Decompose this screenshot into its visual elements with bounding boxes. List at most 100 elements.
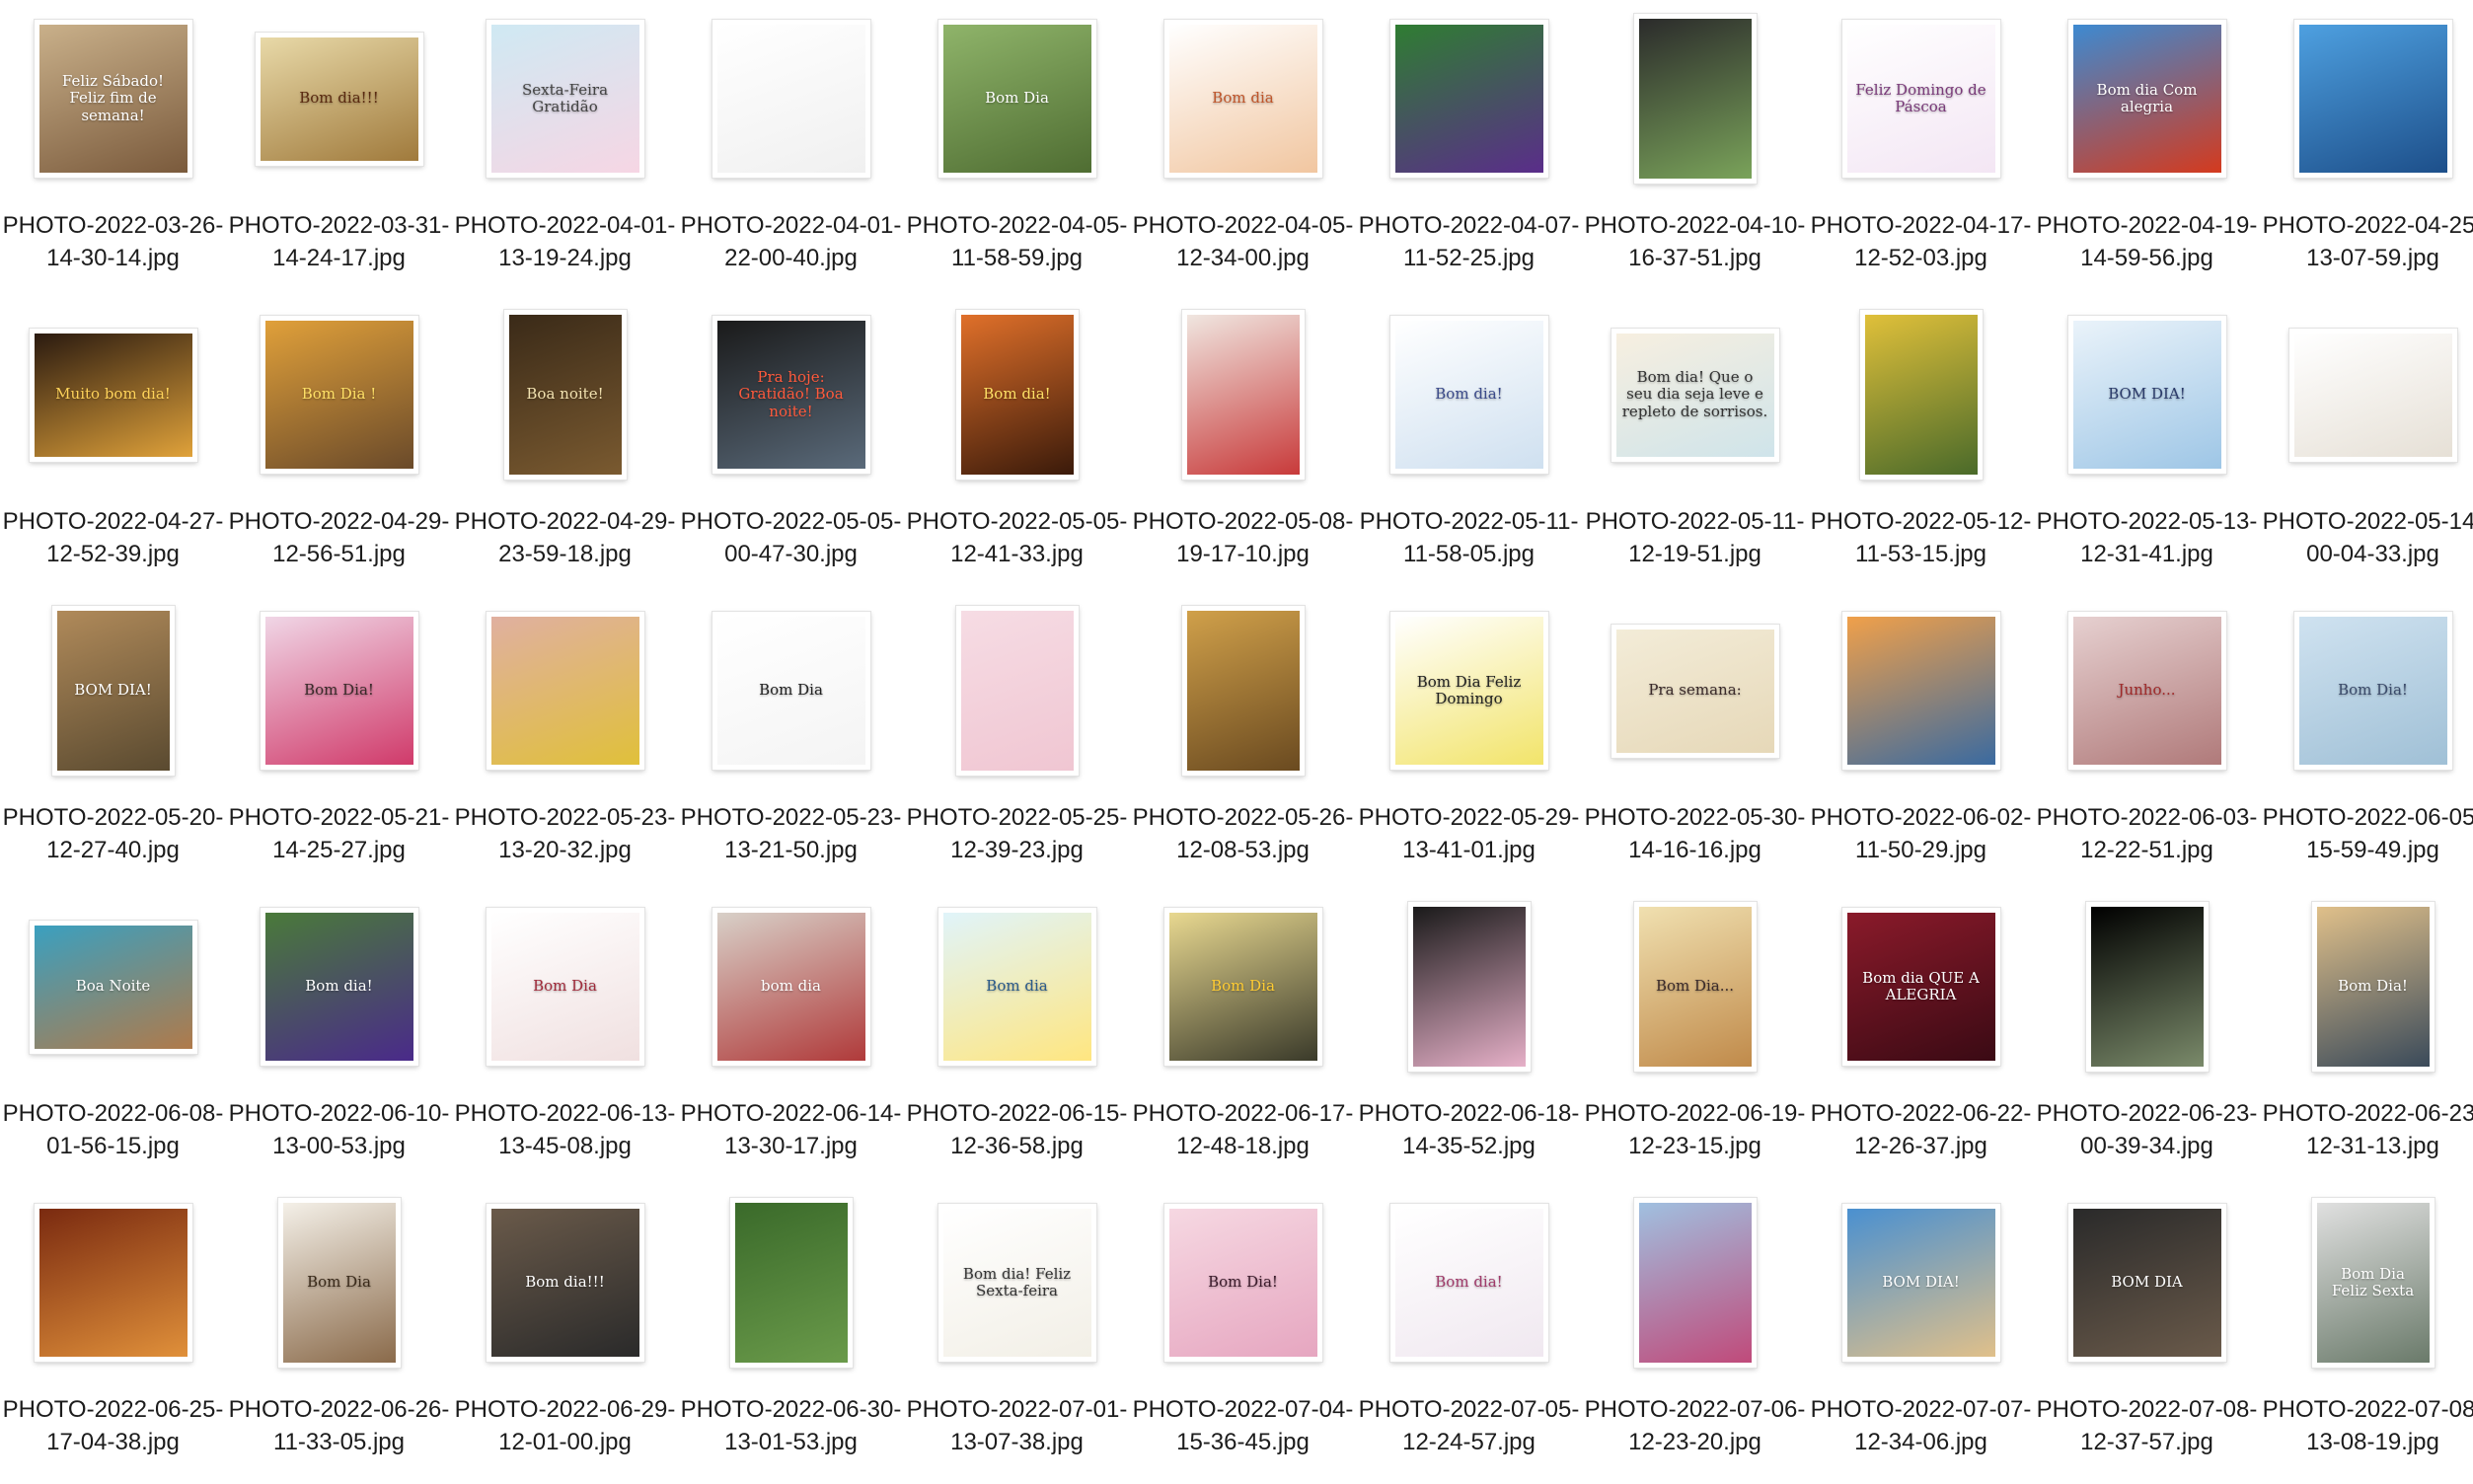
image-thumbnail[interactable]: [1859, 310, 1983, 480]
image-thumbnail[interactable]: Bom Dia!: [260, 612, 418, 770]
file-item[interactable]: Bom dia!!! PHOTO-2022-03-31-14-24-17.jpg: [226, 0, 452, 296]
image-thumbnail[interactable]: Bom Dia...: [1633, 902, 1757, 1072]
file-item[interactable]: Bom Dia PHOTO-2022-04-05-11-58-59.jpg: [904, 0, 1130, 296]
file-item[interactable]: Bom dia!!! PHOTO-2022-06-29-12-01-00.jpg: [452, 1184, 678, 1480]
file-item[interactable]: Bom Dia! PHOTO-2022-06-05-15-59-49.jpg: [2260, 592, 2473, 888]
image-thumbnail[interactable]: Boa Noite: [29, 920, 197, 1054]
file-item[interactable]: PHOTO-2022-06-23-00-39-34.jpg: [2034, 888, 2260, 1184]
file-item[interactable]: PHOTO-2022-05-23-13-20-32.jpg: [452, 592, 678, 888]
image-thumbnail[interactable]: Pra hoje: Gratidão! Boa noite!: [712, 316, 870, 474]
file-item[interactable]: PHOTO-2022-06-25-17-04-38.jpg: [0, 1184, 226, 1480]
file-item[interactable]: Bom dia! PHOTO-2022-05-11-11-58-05.jpg: [1356, 296, 1582, 592]
file-item[interactable]: PHOTO-2022-04-10-16-37-51.jpg: [1582, 0, 1808, 296]
image-thumbnail[interactable]: BOM DIA: [2067, 1204, 2226, 1362]
image-thumbnail[interactable]: BOM DIA!: [2067, 316, 2226, 474]
image-thumbnail[interactable]: Boa noite!: [503, 310, 627, 480]
image-thumbnail[interactable]: Bom dia Com alegria: [2067, 20, 2226, 178]
file-item[interactable]: Bom dia! PHOTO-2022-06-10-13-00-53.jpg: [226, 888, 452, 1184]
image-thumbnail[interactable]: Bom Dia: [277, 1198, 401, 1368]
image-thumbnail[interactable]: Bom Dia Feliz Sexta: [2311, 1198, 2435, 1368]
image-thumbnail[interactable]: [2085, 902, 2209, 1072]
file-item[interactable]: Bom dia QUE A ALEGRIA PHOTO-2022-06-22-12…: [1808, 888, 2034, 1184]
image-thumbnail[interactable]: [1841, 612, 2000, 770]
image-thumbnail[interactable]: Bom Dia Feliz Domingo: [1389, 612, 1548, 770]
file-item[interactable]: BOM DIA! PHOTO-2022-05-20-12-27-40.jpg: [0, 592, 226, 888]
file-item[interactable]: PHOTO-2022-04-01-22-00-40.jpg: [678, 0, 904, 296]
image-thumbnail[interactable]: [1633, 1198, 1757, 1368]
image-thumbnail[interactable]: Bom dia!!!: [486, 1204, 644, 1362]
image-thumbnail[interactable]: [729, 1198, 853, 1368]
file-item[interactable]: Bom Dia Feliz Sexta PHOTO-2022-07-08-13-0…: [2260, 1184, 2473, 1480]
file-item[interactable]: Bom Dia ! PHOTO-2022-04-29-12-56-51.jpg: [226, 296, 452, 592]
image-thumbnail[interactable]: Bom Dia: [712, 612, 870, 770]
file-item[interactable]: Bom dia! Que o seu dia seja leve e reple…: [1582, 296, 1808, 592]
image-thumbnail[interactable]: Bom dia: [937, 908, 1096, 1066]
image-thumbnail[interactable]: [2288, 328, 2457, 462]
image-thumbnail[interactable]: [2293, 20, 2452, 178]
image-thumbnail[interactable]: Bom Dia!: [1163, 1204, 1322, 1362]
image-thumbnail[interactable]: [1181, 310, 1305, 480]
file-item[interactable]: Pra hoje: Gratidão! Boa noite! PHOTO-2022…: [678, 296, 904, 592]
image-thumbnail[interactable]: Bom dia QUE A ALEGRIA: [1841, 908, 2000, 1066]
file-item[interactable]: PHOTO-2022-05-14-00-04-33.jpg: [2260, 296, 2473, 592]
image-thumbnail[interactable]: [486, 612, 644, 770]
image-thumbnail[interactable]: [712, 20, 870, 178]
file-item[interactable]: BOM DIA PHOTO-2022-07-08-12-37-57.jpg: [2034, 1184, 2260, 1480]
image-thumbnail[interactable]: Bom Dia: [937, 20, 1096, 178]
file-item[interactable]: PHOTO-2022-04-25-13-07-59.jpg: [2260, 0, 2473, 296]
image-thumbnail[interactable]: Bom dia!!!: [255, 32, 423, 166]
image-thumbnail[interactable]: Muito bom dia!: [29, 328, 197, 462]
file-item[interactable]: Junho... PHOTO-2022-06-03-12-22-51.jpg: [2034, 592, 2260, 888]
image-thumbnail[interactable]: Bom Dia!: [2311, 902, 2435, 1072]
file-item[interactable]: PHOTO-2022-06-30-13-01-53.jpg: [678, 1184, 904, 1480]
file-item[interactable]: Bom Dia! PHOTO-2022-05-21-14-25-27.jpg: [226, 592, 452, 888]
image-thumbnail[interactable]: Bom dia!: [1389, 1204, 1548, 1362]
image-thumbnail[interactable]: Bom dia: [1163, 20, 1322, 178]
image-thumbnail[interactable]: Feliz Sábado! Feliz fim de semana!: [34, 20, 192, 178]
image-thumbnail[interactable]: Bom dia!: [955, 310, 1079, 480]
image-thumbnail[interactable]: Bom dia!: [1389, 316, 1548, 474]
file-item[interactable]: Bom Dia PHOTO-2022-06-17-12-48-18.jpg: [1130, 888, 1356, 1184]
image-thumbnail[interactable]: Bom Dia!: [2293, 612, 2452, 770]
file-item[interactable]: PHOTO-2022-04-07-11-52-25.jpg: [1356, 0, 1582, 296]
file-item[interactable]: Pra semana: PHOTO-2022-05-30-14-16-16.jpg: [1582, 592, 1808, 888]
file-item[interactable]: BOM DIA! PHOTO-2022-07-07-12-34-06.jpg: [1808, 1184, 2034, 1480]
file-item[interactable]: PHOTO-2022-05-08-19-17-10.jpg: [1130, 296, 1356, 592]
image-thumbnail[interactable]: [955, 606, 1079, 776]
file-item[interactable]: PHOTO-2022-05-12-11-53-15.jpg: [1808, 296, 2034, 592]
image-thumbnail[interactable]: Junho...: [2067, 612, 2226, 770]
file-item[interactable]: Boa noite! PHOTO-2022-04-29-23-59-18.jpg: [452, 296, 678, 592]
file-item[interactable]: PHOTO-2022-07-06-12-23-20.jpg: [1582, 1184, 1808, 1480]
file-item[interactable]: Bom dia PHOTO-2022-06-15-12-36-58.jpg: [904, 888, 1130, 1184]
file-item[interactable]: Bom Dia! PHOTO-2022-07-04-15-36-45.jpg: [1130, 1184, 1356, 1480]
image-thumbnail[interactable]: bom dia: [712, 908, 870, 1066]
image-thumbnail[interactable]: [1407, 902, 1531, 1072]
file-item[interactable]: Feliz Sábado! Feliz fim de semana! PHOTO-…: [0, 0, 226, 296]
file-item[interactable]: Bom Dia! PHOTO-2022-06-23-12-31-13.jpg: [2260, 888, 2473, 1184]
file-item[interactable]: Boa Noite PHOTO-2022-06-08-01-56-15.jpg: [0, 888, 226, 1184]
file-item[interactable]: Bom Dia PHOTO-2022-05-23-13-21-50.jpg: [678, 592, 904, 888]
file-item[interactable]: Bom Dia Feliz Domingo PHOTO-2022-05-29-13…: [1356, 592, 1582, 888]
file-item[interactable]: Bom Dia PHOTO-2022-06-13-13-45-08.jpg: [452, 888, 678, 1184]
file-item[interactable]: bom dia PHOTO-2022-06-14-13-30-17.jpg: [678, 888, 904, 1184]
file-item[interactable]: PHOTO-2022-05-26-12-08-53.jpg: [1130, 592, 1356, 888]
image-thumbnail[interactable]: Bom Dia: [486, 908, 644, 1066]
image-thumbnail[interactable]: Sexta-Feira Gratidão: [486, 20, 644, 178]
file-item[interactable]: Sexta-Feira Gratidão PHOTO-2022-04-01-13-…: [452, 0, 678, 296]
file-item[interactable]: Bom dia Com alegria PHOTO-2022-04-19-14-5…: [2034, 0, 2260, 296]
file-item[interactable]: Bom Dia PHOTO-2022-06-26-11-33-05.jpg: [226, 1184, 452, 1480]
image-thumbnail[interactable]: BOM DIA!: [51, 606, 175, 776]
image-thumbnail[interactable]: [1389, 20, 1548, 178]
image-thumbnail[interactable]: [34, 1204, 192, 1362]
file-item[interactable]: Bom dia PHOTO-2022-04-05-12-34-00.jpg: [1130, 0, 1356, 296]
image-thumbnail[interactable]: Bom dia! Que o seu dia seja leve e reple…: [1611, 328, 1779, 462]
file-item[interactable]: Bom dia! PHOTO-2022-05-05-12-41-33.jpg: [904, 296, 1130, 592]
file-item[interactable]: BOM DIA! PHOTO-2022-05-13-12-31-41.jpg: [2034, 296, 2260, 592]
file-item[interactable]: PHOTO-2022-06-18-14-35-52.jpg: [1356, 888, 1582, 1184]
file-item[interactable]: Bom Dia... PHOTO-2022-06-19-12-23-15.jpg: [1582, 888, 1808, 1184]
image-thumbnail[interactable]: Bom dia! Feliz Sexta-feira: [937, 1204, 1096, 1362]
image-thumbnail[interactable]: Bom Dia !: [260, 316, 418, 474]
file-item[interactable]: Bom dia! PHOTO-2022-07-05-12-24-57.jpg: [1356, 1184, 1582, 1480]
image-thumbnail[interactable]: [1633, 14, 1757, 184]
file-item[interactable]: PHOTO-2022-06-02-11-50-29.jpg: [1808, 592, 2034, 888]
